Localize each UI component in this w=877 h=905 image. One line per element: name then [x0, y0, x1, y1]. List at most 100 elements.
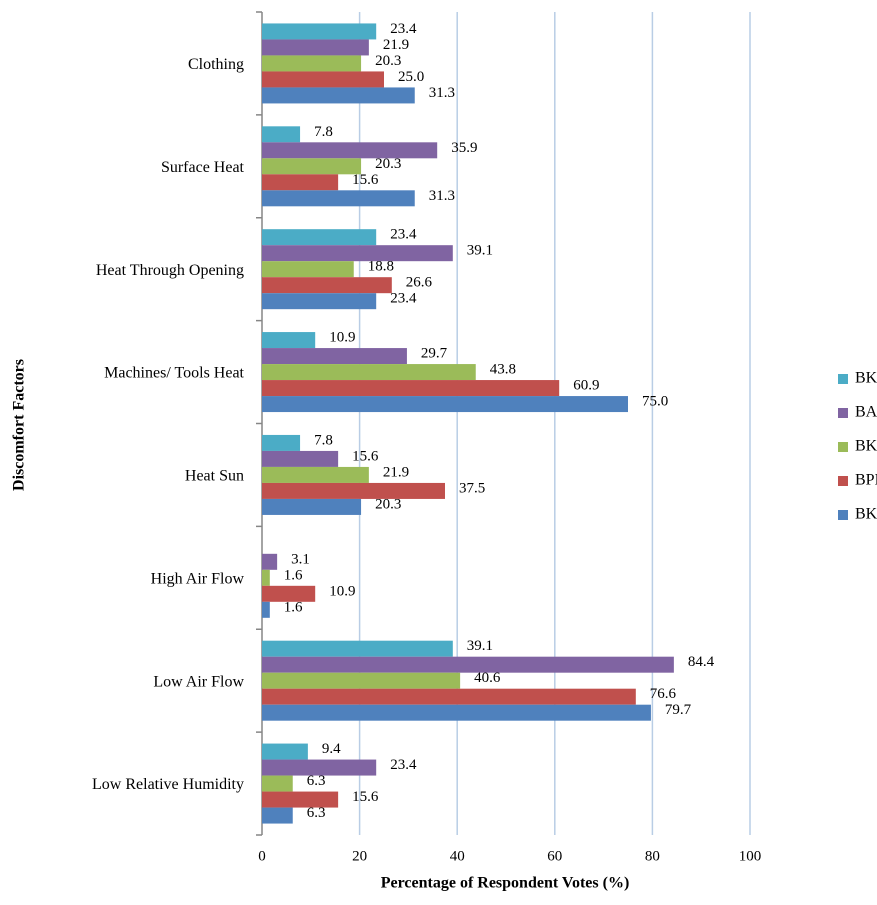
bar — [262, 743, 308, 760]
bar — [262, 498, 362, 515]
x-tick-label: 60 — [547, 848, 562, 864]
y-tick-label: Heat Through Opening — [96, 262, 244, 279]
legend-swatch — [838, 510, 848, 520]
data-label: 40.6 — [474, 670, 501, 686]
bar — [262, 126, 301, 143]
data-label: 37.5 — [459, 480, 485, 496]
data-label: 29.7 — [421, 346, 448, 362]
bar — [262, 807, 293, 824]
legend-label: BPBN — [855, 472, 877, 489]
data-label: 1.6 — [284, 567, 303, 583]
data-label: 6.3 — [307, 773, 326, 789]
y-tick-label: Heat Sun — [185, 468, 244, 485]
bar — [262, 229, 377, 246]
legend-swatch — [838, 476, 848, 486]
data-label: 10.9 — [329, 330, 355, 346]
data-label: 18.8 — [368, 259, 394, 275]
data-label: 43.8 — [490, 362, 516, 378]
bar — [262, 348, 407, 365]
data-label: 21.9 — [383, 464, 409, 480]
bar — [262, 450, 339, 467]
bar — [262, 482, 445, 499]
bar — [262, 277, 392, 294]
legend-label: BKLP — [855, 438, 877, 455]
bar — [262, 569, 270, 586]
data-label: 15.6 — [352, 789, 379, 805]
bar — [262, 190, 415, 207]
data-label: 31.3 — [429, 85, 455, 101]
y-tick-label: High Air Flow — [151, 570, 245, 587]
x-tick-label: 0 — [258, 848, 266, 864]
bar — [262, 585, 316, 602]
data-label: 39.1 — [467, 243, 493, 259]
data-label: 79.7 — [665, 702, 692, 718]
data-label: 7.8 — [314, 432, 333, 448]
data-label: 31.3 — [429, 188, 455, 204]
data-label: 23.4 — [390, 291, 417, 307]
data-label: 6.3 — [307, 805, 326, 821]
y-tick-label: Surface Heat — [161, 159, 245, 176]
data-label: 9.4 — [322, 741, 341, 757]
bar — [262, 23, 377, 40]
data-label: 20.3 — [375, 53, 401, 69]
bar — [262, 245, 453, 262]
legend-label: BKBN — [855, 506, 877, 523]
legend-swatch — [838, 442, 848, 452]
data-label: 75.0 — [642, 394, 668, 410]
legend-swatch — [838, 408, 848, 418]
data-label: 60.9 — [573, 378, 599, 394]
data-label: 23.4 — [390, 757, 417, 773]
bar — [262, 71, 384, 88]
bar — [262, 791, 339, 808]
y-tick-label: Low Air Flow — [153, 673, 244, 690]
bar — [262, 158, 362, 175]
y-axis-title: Discomfort Factors — [11, 359, 28, 491]
bar — [262, 332, 316, 349]
x-tick-label: 40 — [450, 848, 465, 864]
data-label: 39.1 — [467, 638, 493, 654]
bar — [262, 396, 628, 413]
bar — [262, 174, 339, 191]
bar — [262, 775, 293, 792]
data-label: 20.3 — [375, 496, 401, 512]
data-label: 7.8 — [314, 124, 333, 140]
bar — [262, 601, 270, 618]
data-label: 84.4 — [688, 654, 715, 670]
bar — [262, 293, 377, 310]
bar — [262, 39, 369, 56]
legend-label: BKP — [855, 370, 877, 387]
data-label: 23.4 — [390, 21, 417, 37]
data-label: 10.9 — [329, 583, 355, 599]
y-tick-label: Low Relative Humidity — [92, 776, 244, 793]
data-label: 1.6 — [284, 599, 303, 615]
x-tick-label: 20 — [352, 848, 367, 864]
bar — [262, 466, 369, 483]
x-axis-title: Percentage of Respondent Votes (%) — [381, 875, 630, 892]
data-label: 25.0 — [398, 69, 424, 85]
data-label: 15.6 — [352, 172, 379, 188]
bar — [262, 87, 415, 104]
bar — [262, 656, 674, 673]
bar — [262, 380, 560, 397]
bar — [262, 672, 461, 689]
bar — [262, 640, 453, 657]
data-label: 15.6 — [352, 448, 379, 464]
bar — [262, 434, 301, 451]
legend-swatch — [838, 374, 848, 384]
data-label: 35.9 — [451, 140, 477, 156]
data-label: 3.1 — [291, 551, 310, 567]
bar — [262, 759, 377, 776]
data-label: 21.9 — [383, 37, 409, 53]
data-label: 76.6 — [650, 686, 677, 702]
data-label: 23.4 — [390, 227, 417, 243]
y-tick-label: Machines/ Tools Heat — [104, 365, 244, 382]
data-label: 20.3 — [375, 156, 401, 172]
data-label: 26.6 — [406, 275, 433, 291]
bar — [262, 688, 636, 705]
bar — [262, 704, 651, 721]
x-tick-label: 100 — [739, 848, 762, 864]
bar — [262, 142, 438, 159]
bar — [262, 553, 278, 570]
legend-label: BALP — [855, 404, 877, 421]
